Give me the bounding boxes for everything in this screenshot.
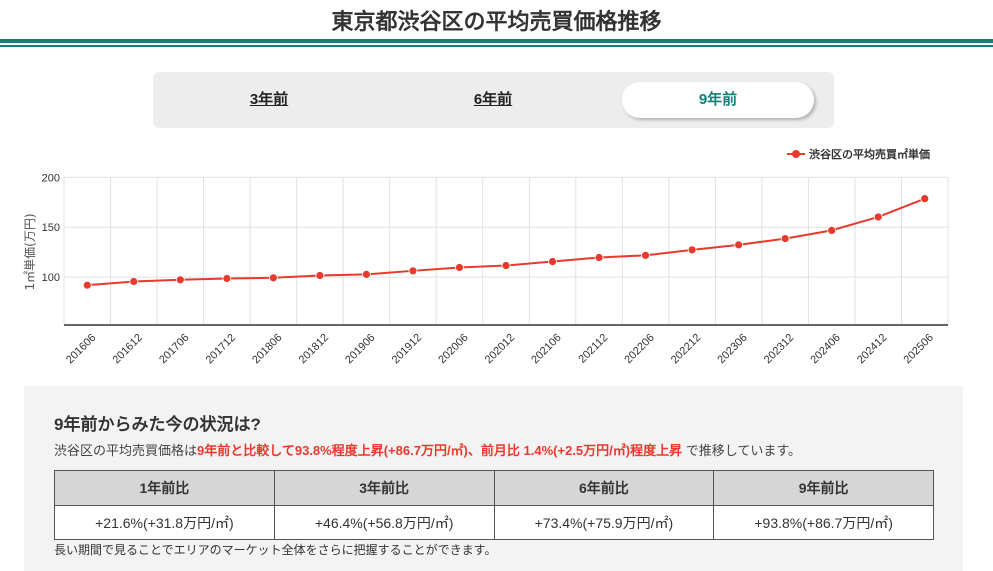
summary-text: 渋谷区の平均売買価格は9年前と比較して93.8%程度上昇(+86.7万円/㎡)、… — [54, 440, 801, 459]
data-point[interactable] — [455, 263, 464, 272]
summary-highlight-9yr: 9年前と比較して93.8%程度上昇(+86.7万円/㎡) — [197, 443, 468, 458]
value-9yr: +93.8%(+86.7万円/㎡) — [713, 505, 934, 540]
data-point[interactable] — [175, 275, 185, 285]
value-6yr: +73.4%(+75.9万円/㎡) — [493, 505, 715, 540]
price-line-chart: 100 150 200 201606 201612 201706 201712 201806 2… — [23, 172, 949, 366]
data-point[interactable] — [827, 225, 837, 235]
x-tick-label: 202306 — [715, 332, 749, 366]
period-tabs: 3年前 6年前 9年前 — [153, 72, 834, 128]
x-tick-label: 201706 — [157, 332, 191, 366]
x-tick-label: 202106 — [529, 332, 563, 366]
data-point[interactable] — [873, 212, 883, 222]
summary-separator: 、 — [467, 443, 481, 458]
header-9yr: 9年前比 — [713, 470, 934, 506]
header-1yr: 1年前比 — [54, 470, 275, 506]
summary-text-suffix: で推移しています。 — [682, 443, 802, 458]
x-tick-label: 202112 — [576, 332, 610, 366]
x-tick-label: 201906 — [343, 332, 377, 366]
chart-legend[interactable]: 渋谷区の平均売買㎡単価 — [787, 146, 930, 162]
data-point[interactable] — [734, 240, 744, 250]
x-tick-label: 202406 — [808, 332, 842, 366]
series-line — [87, 197, 926, 287]
data-point[interactable] — [268, 273, 278, 283]
summary-title: 9年前からみた今の状況は? — [54, 415, 261, 434]
data-point[interactable] — [780, 234, 790, 243]
page-title: 東京都渋谷区の平均売買価格推移 — [331, 9, 662, 34]
x-tick-label: 201606 — [64, 332, 98, 366]
data-point[interactable] — [315, 271, 325, 280]
summary-panel: 9年前からみた今の状況は? 渋谷区の平均売買価格は9年前と比較して93.8%程度… — [24, 386, 963, 571]
y-axis-label: 1㎡単価(万円) — [23, 214, 37, 291]
table-header-row: 1年前比 3年前比 6年前比 9年前比 — [54, 470, 934, 506]
y-tick-label: 150 — [42, 222, 60, 234]
header-3yr: 3年前比 — [273, 470, 495, 506]
header-6yr: 6年前比 — [493, 470, 715, 506]
table-row: +21.6%(+31.8万円/㎡) +46.4%(+56.8万円/㎡) +73.… — [54, 505, 934, 540]
comparison-table: 1年前比 3年前比 6年前比 9年前比 +21.6%(+31.8万円/㎡) +4… — [54, 470, 934, 540]
tab-3-years[interactable]: 3年前 — [249, 91, 289, 108]
legend-label: 渋谷区の平均売買㎡単価 — [809, 149, 930, 161]
x-tick-label: 201812 — [297, 332, 331, 366]
x-tick-label: 201612 — [111, 332, 145, 366]
summary-note: 長い期間で見ることでエリアのマーケット全体をさらに把握することができます。 — [54, 543, 497, 557]
data-point[interactable] — [594, 253, 604, 262]
data-point[interactable] — [641, 250, 650, 260]
header-divider-thin — [0, 45, 993, 47]
data-point[interactable] — [129, 277, 139, 286]
x-tick-label: 202012 — [483, 332, 517, 366]
tab-9-years[interactable]: 9年前 — [622, 82, 814, 118]
data-point[interactable] — [82, 280, 92, 290]
x-tick-label: 202006 — [436, 332, 470, 366]
tab-6-years[interactable]: 6年前 — [473, 91, 513, 108]
x-tick-label: 201806 — [250, 332, 284, 366]
x-tick-label: 202212 — [669, 332, 703, 366]
data-point[interactable] — [501, 261, 511, 270]
data-point[interactable] — [548, 257, 557, 266]
x-tick-label: 202312 — [762, 332, 796, 366]
x-tick-label: 201912 — [390, 332, 424, 366]
x-tick-label: 202206 — [622, 332, 656, 366]
data-point[interactable] — [222, 274, 232, 283]
header-divider-thick — [0, 39, 993, 43]
data-point[interactable] — [408, 266, 418, 276]
y-tick-label: 200 — [42, 172, 60, 184]
legend-line-marker-icon — [787, 149, 805, 159]
summary-text-prefix: 渋谷区の平均売買価格は — [54, 443, 198, 458]
x-tick-label: 201712 — [204, 332, 238, 366]
y-tick-label: 100 — [42, 272, 60, 284]
value-1yr: +21.6%(+31.8万円/㎡) — [54, 505, 275, 540]
data-point[interactable] — [920, 194, 930, 204]
data-point[interactable] — [362, 270, 371, 279]
summary-highlight-month: 前月比 1.4%(+2.5万円/㎡)程度上昇 — [480, 443, 683, 458]
x-tick-label: 202412 — [855, 332, 889, 366]
data-point[interactable] — [687, 245, 697, 255]
value-3yr: +46.4%(+56.8万円/㎡) — [273, 505, 495, 540]
x-tick-label: 202506 — [902, 332, 936, 366]
